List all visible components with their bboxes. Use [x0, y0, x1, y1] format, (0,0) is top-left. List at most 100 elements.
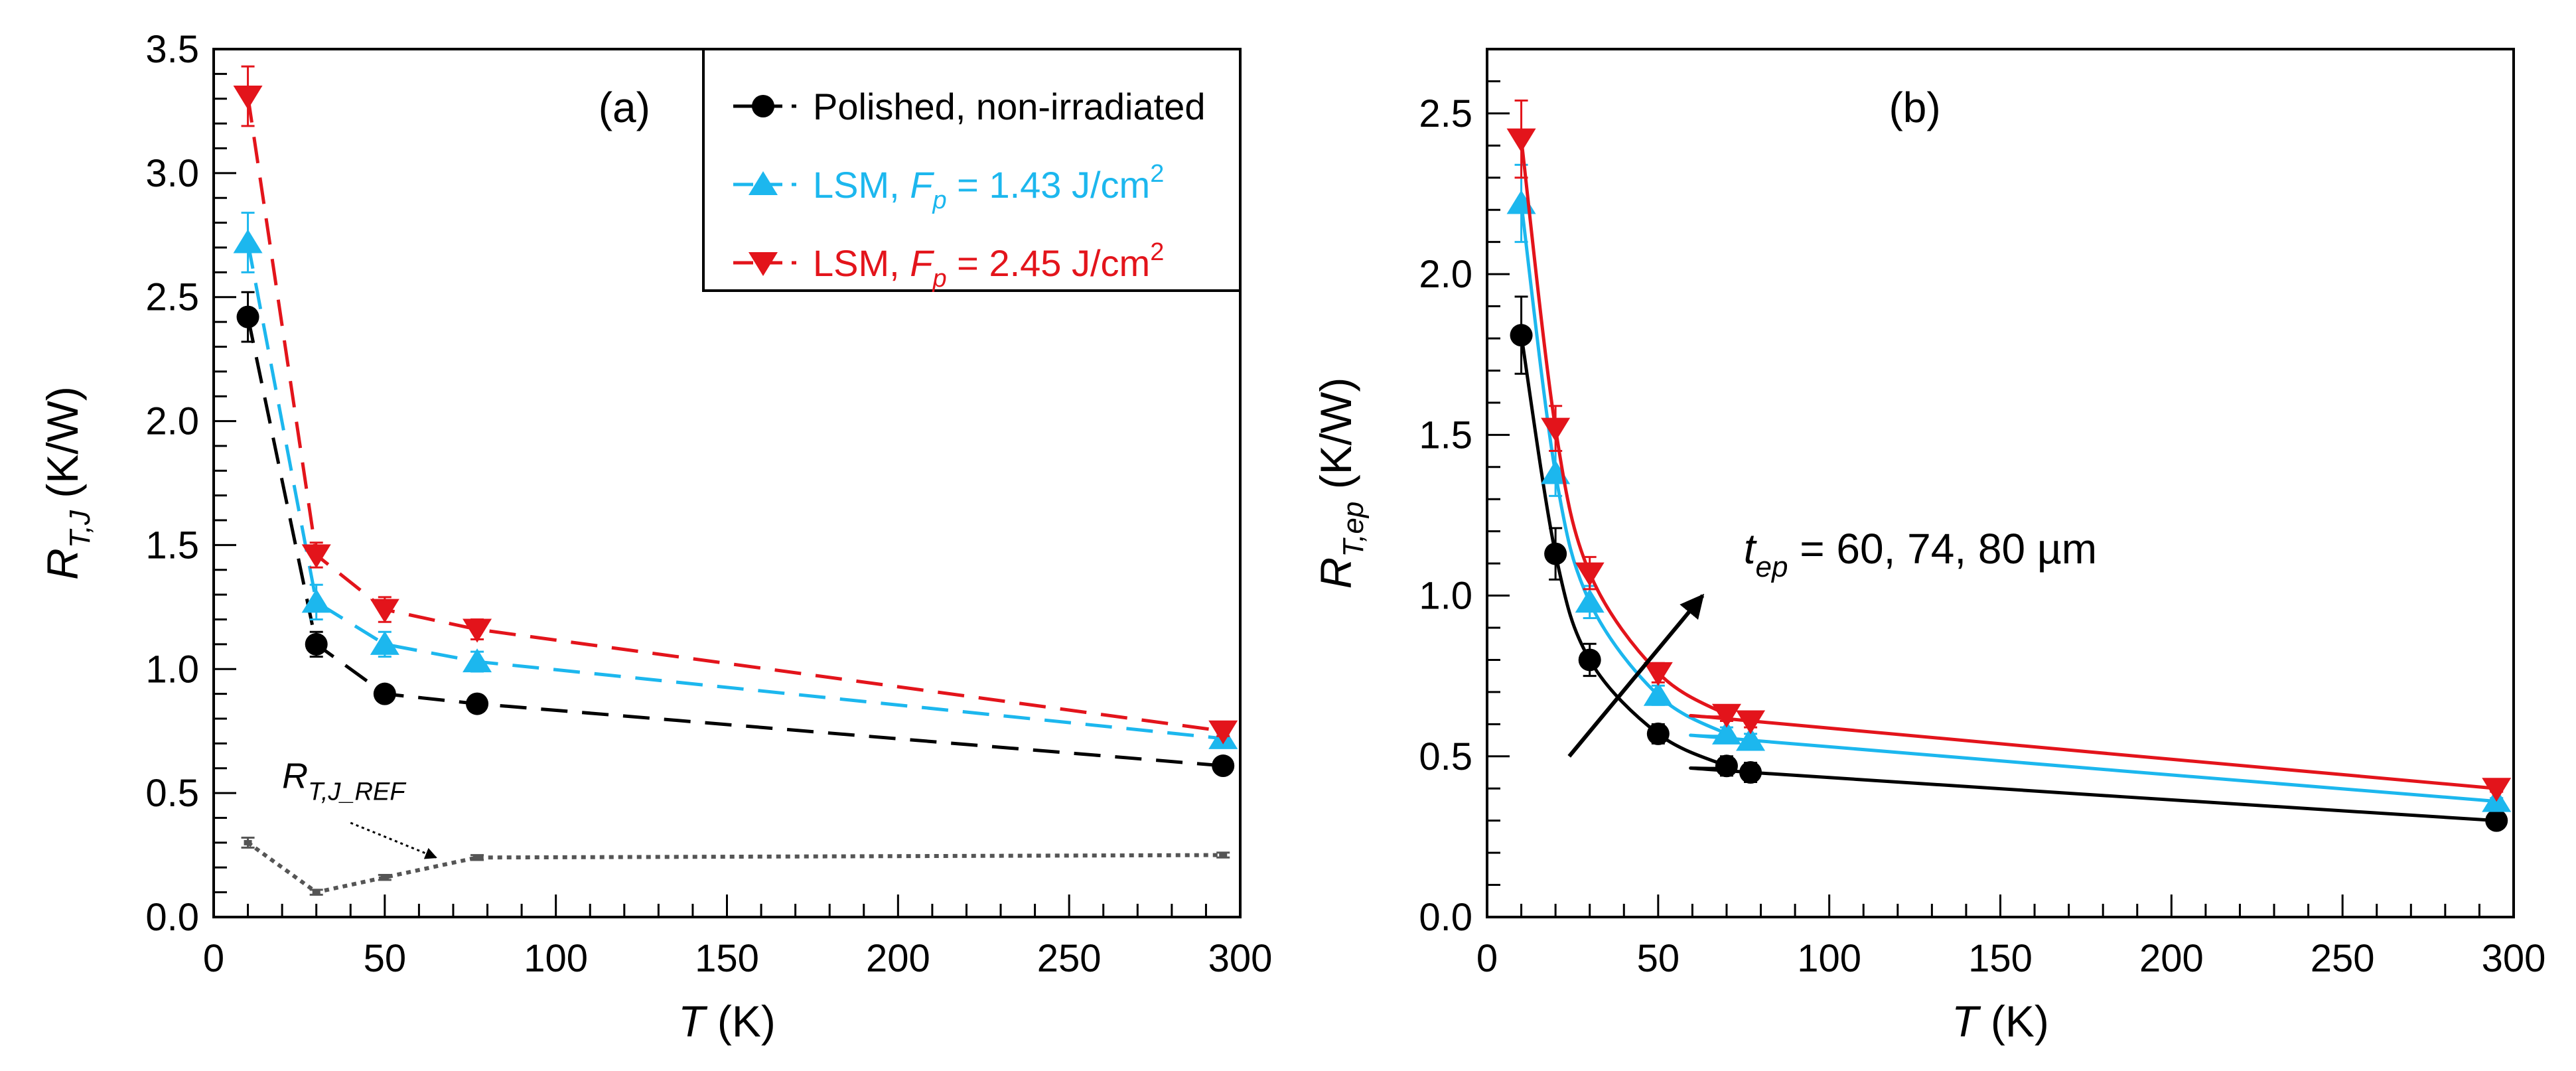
- text-span: = 60, 74, 80 µm: [1788, 525, 2097, 573]
- y-tick-label: 1.0: [145, 648, 199, 691]
- data-point: [1646, 722, 1670, 745]
- text-span: T,J_REF: [308, 778, 406, 806]
- series-line: [246, 841, 1224, 894]
- text-span: R: [1311, 557, 1360, 589]
- data-point: [233, 229, 263, 253]
- data-point: [1219, 852, 1228, 858]
- legend-entry: LSM, Fp = 2.45 J/cm2: [813, 238, 1164, 293]
- data-point: [466, 692, 489, 715]
- data-point: [1575, 562, 1605, 587]
- annotation-ref-label: RT,J_REF: [282, 756, 406, 806]
- text-span: LSM,: [813, 242, 910, 284]
- legend: Polished, non-irradiated LSM, Fp = 1.43 J…: [702, 48, 1242, 293]
- annotation-thickness-label: tep = 60, 74, 80 µm: [1744, 525, 2097, 583]
- data-point: [1736, 727, 1766, 751]
- data-point: [305, 632, 328, 656]
- x-tick-label: 150: [1968, 937, 2033, 980]
- x-tick-label: 150: [695, 937, 759, 980]
- x-tick-label: 100: [524, 937, 588, 980]
- data-point: [1506, 128, 1536, 153]
- data-point: [1212, 754, 1235, 778]
- data-point: [1643, 681, 1673, 706]
- y-tick-label: 0.0: [1419, 896, 1472, 939]
- data-point: [370, 630, 399, 655]
- y-tick-label: 2.5: [145, 276, 199, 319]
- x-axis-label: T (K): [678, 997, 776, 1046]
- series-black: [1510, 295, 2508, 832]
- data-point: [236, 305, 259, 328]
- text-span: R: [38, 548, 87, 580]
- text-span: F: [910, 164, 934, 206]
- data-point: [1711, 720, 1741, 745]
- data-point: [233, 86, 263, 110]
- y-tick-label: 0.0: [145, 896, 199, 939]
- text-span: (K/W): [1311, 378, 1360, 502]
- x-tick-label: 200: [866, 937, 930, 980]
- panel-label: (a): [599, 84, 650, 131]
- y-tick-label: 1.5: [1419, 413, 1472, 457]
- y-tick-label: 2.0: [145, 400, 199, 443]
- data-point: [463, 648, 492, 673]
- y-tick-label: 3.5: [145, 28, 199, 71]
- text-span: t: [1744, 525, 1757, 573]
- data-point: [1544, 542, 1567, 565]
- text-span: = 2.45 J/cm: [947, 242, 1151, 284]
- data-point: [1506, 190, 1536, 214]
- data-point: [1510, 324, 1533, 347]
- y-tick-label: 2.5: [1419, 92, 1472, 135]
- series-ref: [241, 836, 1230, 896]
- text-span: p: [932, 265, 946, 293]
- text-span: = 1.43 J/cm: [947, 164, 1151, 206]
- text-span: R: [282, 756, 308, 796]
- y-tick-label: 0.5: [145, 772, 199, 815]
- x-axis-label: T (K): [1952, 997, 2049, 1046]
- text-span: T: [1952, 997, 1981, 1046]
- data-point: [1715, 754, 1738, 778]
- data-point: [380, 875, 389, 881]
- data-point: [2485, 809, 2508, 832]
- data-point: [1736, 710, 1766, 735]
- annotation-arrow: [1567, 593, 1705, 758]
- x-tick-label: 200: [2139, 937, 2204, 980]
- data-point: [301, 589, 331, 613]
- x-tick-label: 50: [364, 937, 407, 980]
- text-span: 2: [1150, 238, 1164, 266]
- data-point: [312, 889, 321, 895]
- y-tick-label: 3.0: [145, 152, 199, 195]
- x-tick-label: 250: [2311, 937, 2375, 980]
- data-point: [1541, 417, 1571, 442]
- text-span: T,J: [64, 510, 96, 548]
- x-tick-label: 300: [1208, 937, 1273, 980]
- data-point: [244, 839, 252, 845]
- text-span: T,ep: [1337, 502, 1370, 557]
- text-span: Polished, non-irradiated: [813, 86, 1205, 127]
- series-cyan: [1506, 163, 2512, 812]
- x-tick-label: 0: [203, 937, 224, 980]
- y-axis-label: RT,ep (K/W): [1311, 378, 1370, 589]
- plot-frame: [1486, 48, 2515, 918]
- legend-box: [702, 48, 1242, 292]
- x-tick-label: 0: [1476, 937, 1498, 980]
- series-line: [1520, 203, 2497, 804]
- text-span: 2: [1150, 160, 1164, 188]
- data-point: [370, 599, 399, 623]
- annotation-arrow: [350, 821, 437, 859]
- panel-label: (b): [1889, 84, 1940, 131]
- y-axis-label: RT,J (K/W): [38, 386, 96, 580]
- chart-panel-b: 0 50 100 150 200 250 300 0.0 0.5 1.0 1.5 2.0 2.5 T (K…: [1311, 48, 2546, 1046]
- data-point: [1643, 662, 1673, 686]
- data-point: [1208, 720, 1238, 745]
- text-span: p: [932, 186, 946, 214]
- series-line: [1520, 334, 2497, 823]
- data-point: [2482, 778, 2512, 802]
- data-point: [301, 544, 331, 569]
- text-span: F: [910, 242, 934, 284]
- series-red: [1506, 100, 2512, 802]
- y-tick-label: 1.5: [145, 524, 199, 567]
- data-point: [1711, 703, 1741, 728]
- legend-marker: [749, 171, 778, 195]
- y-tick-label: 0.5: [1419, 735, 1472, 778]
- data-point: [473, 855, 482, 861]
- series-line: [246, 242, 1224, 741]
- x-tick-label: 300: [2482, 937, 2546, 980]
